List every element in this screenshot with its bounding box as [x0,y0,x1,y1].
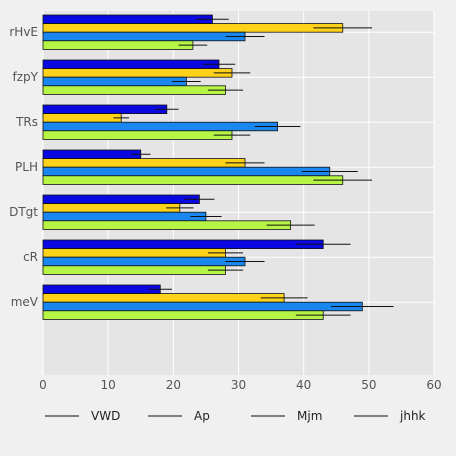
bar-TRs-VWD [42,104,168,115]
legend-label-VWD: VWD [91,409,120,423]
bar-PLH-Ap [42,158,246,168]
x-tick-label-0: 0 [39,378,47,392]
legend-label-jhhk: jhhk [399,409,426,423]
bar-rHvE-jhhk [42,40,194,50]
bar-TRs-Ap [42,113,122,123]
x-tick-label-6: 60 [426,378,441,392]
y-tick-label-5: cR [23,250,38,264]
y-tick-label-0: rHvE [9,25,38,39]
bar-PLH-Mjm [42,166,331,177]
bar-fzpY-Ap [42,68,233,78]
bar-TRs-jhhk [42,130,233,140]
y-tick-labels: rHvE fzpY TRs PLH DTgt cR meV [9,25,39,309]
y-tick-label-2: TRs [15,115,38,129]
x-tick-labels: 0 10 20 30 40 50 60 [39,378,441,392]
x-tick-label-3: 30 [231,378,246,392]
legend: VWD Ap Mjm jhhk [45,409,426,423]
error-bars [113,18,394,316]
bar-cR-jhhk [42,265,226,275]
legend-label-Mjm: Mjm [297,409,322,423]
bar-DTgt-VWD [42,194,200,205]
bar-PLH-VWD [42,149,142,160]
bar-DTgt-jhhk [42,220,292,230]
bar-DTgt-Mjm [42,211,207,222]
bar-fzpY-Mjm [42,76,187,87]
y-tick-label-3: PLH [15,160,38,174]
bar-cR-Ap [42,248,226,258]
bar-rHvE-Ap [42,23,344,33]
y-tick-label-1: fzpY [13,70,39,84]
bar-rHvE-Mjm [42,31,246,42]
bar-rHvE-VWD [42,14,213,25]
bar-DTgt-Ap [42,203,181,213]
bar-fzpY-jhhk [42,85,226,95]
bar-meV-Ap [42,293,285,303]
bar-TRs-Mjm [42,121,279,132]
bar-cR-Mjm [42,256,246,267]
bar-cR-VWD [42,239,324,250]
y-tick-label-4: DTgt [9,205,38,219]
legend-label-Ap: Ap [194,409,210,423]
bar-fzpY-VWD [42,59,220,70]
bar-meV-jhhk [42,310,324,320]
x-tick-label-5: 50 [361,378,376,392]
bar-meV-VWD [42,284,161,295]
x-tick-label-1: 10 [101,378,116,392]
bar-PLH-jhhk [42,175,344,185]
bar-meV-Mjm [42,301,363,312]
x-tick-label-2: 20 [166,378,181,392]
x-tick-label-4: 40 [296,378,311,392]
y-tick-label-6: meV [11,295,39,309]
